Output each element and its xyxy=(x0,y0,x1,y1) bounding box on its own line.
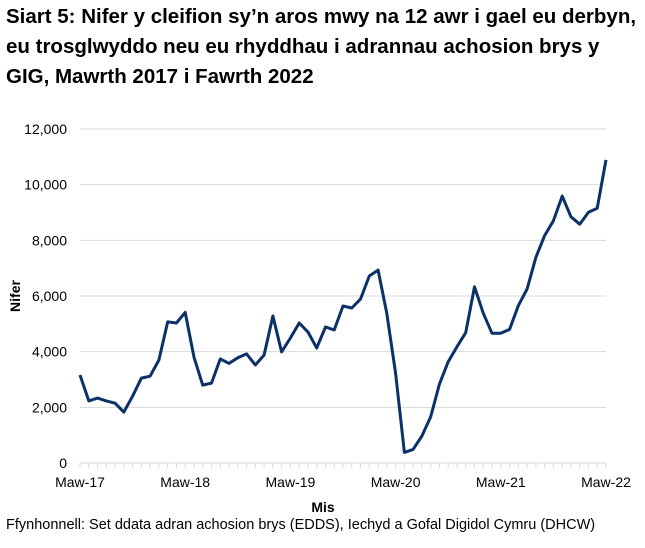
x-tick-label: Maw-19 xyxy=(266,474,316,490)
series-line xyxy=(78,159,608,454)
y-tick-label: 0 xyxy=(59,455,67,471)
x-tick-label: Maw-20 xyxy=(371,474,421,490)
x-tick-label: Maw-17 xyxy=(55,474,105,490)
y-tick-label: 10,000 xyxy=(24,177,67,193)
x-tick-label: Maw-18 xyxy=(160,474,210,490)
gridlines xyxy=(80,128,606,408)
y-tick-label: 2,000 xyxy=(32,399,67,415)
x-axis: Maw-17 Maw-18 Maw-19 Maw-20 Maw-21 Maw-22 xyxy=(55,462,631,490)
y-axis-label: Nifer xyxy=(7,280,23,312)
x-tick-label: Maw-22 xyxy=(581,474,631,490)
source-note: Ffynhonnell: Set ddata adran achosion br… xyxy=(6,517,596,533)
y-tick-label: 12,000 xyxy=(24,121,67,137)
chart-title: Siart 5: Nifer y cleifion sy’n aros mwy … xyxy=(6,5,637,88)
x-tick-label: Maw-21 xyxy=(476,474,526,490)
x-axis-label: Mis xyxy=(311,499,335,515)
y-axis-ticks: 0 2,000 4,000 6,000 8,000 10,000 12,000 xyxy=(24,121,67,471)
y-tick-label: 6,000 xyxy=(32,288,67,304)
y-tick-label: 8,000 xyxy=(32,232,67,248)
y-tick-label: 4,000 xyxy=(32,344,67,360)
